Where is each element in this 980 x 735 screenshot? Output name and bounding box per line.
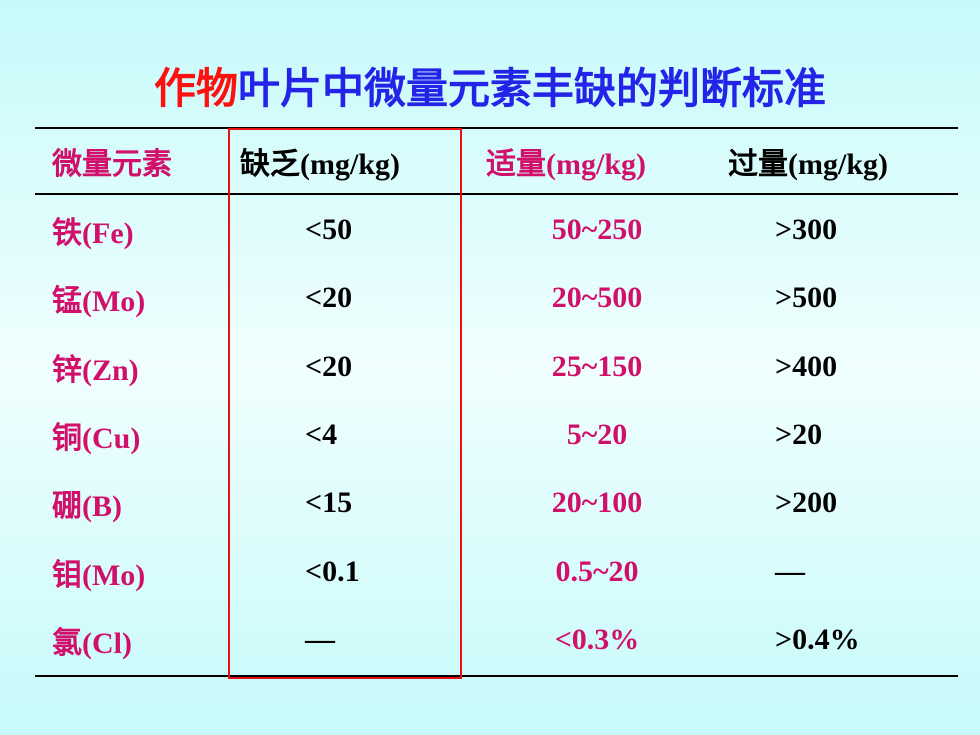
column-header: 微量元素 xyxy=(52,148,172,181)
table-cell: >20 xyxy=(775,417,823,451)
header-rule xyxy=(35,193,958,195)
title-highlight: 作物 xyxy=(153,64,238,113)
title-text: 叶片中微量元素丰缺的判断标准 xyxy=(238,64,827,113)
table-cell: — xyxy=(775,554,805,588)
title: 作物叶片中微量元素丰缺的判断标准 xyxy=(0,55,980,116)
table-cell: 50~250 xyxy=(551,213,643,246)
table-cell: <15 xyxy=(305,486,353,520)
element-name: 锰(Mo) xyxy=(52,285,146,319)
table-cell: <20 xyxy=(305,281,353,315)
table-cell: 5~20 xyxy=(566,417,628,451)
table-cell: 20~500 xyxy=(551,281,643,315)
table-cell: <50 xyxy=(305,213,353,246)
element-name: 钼(Mo) xyxy=(52,558,146,592)
element-name: 氯(Cl) xyxy=(52,626,132,660)
table-cell: >200 xyxy=(775,486,838,520)
highlight-box xyxy=(228,128,462,679)
table-cell: <0.3% xyxy=(554,622,640,656)
table-cell: <4 xyxy=(305,417,338,451)
column-header: 适量(mg/kg) xyxy=(486,148,646,181)
table-cell: <0.1 xyxy=(305,554,360,588)
element-name: 锌(Zn) xyxy=(52,353,139,387)
column-header: 过量(mg/kg) xyxy=(728,148,888,181)
table-top-rule xyxy=(35,127,958,129)
table-cell: <20 xyxy=(305,349,353,383)
table-cell: 20~100 xyxy=(551,486,643,520)
table-bottom-rule xyxy=(35,675,958,677)
column-header: 缺乏(mg/kg) xyxy=(240,148,400,181)
element-name: 硼(B) xyxy=(52,490,122,524)
table-cell: >400 xyxy=(775,349,838,383)
table-cell: — xyxy=(305,622,335,656)
element-name: 铁(Fe) xyxy=(52,217,134,250)
table-cell: >300 xyxy=(775,213,838,246)
table-cell: >500 xyxy=(775,281,838,315)
element-name: 铜(Cu) xyxy=(52,421,141,455)
table-cell: >0.4% xyxy=(775,622,860,656)
table-cell: 25~150 xyxy=(551,349,643,383)
table-cell: 0.5~20 xyxy=(555,554,639,588)
